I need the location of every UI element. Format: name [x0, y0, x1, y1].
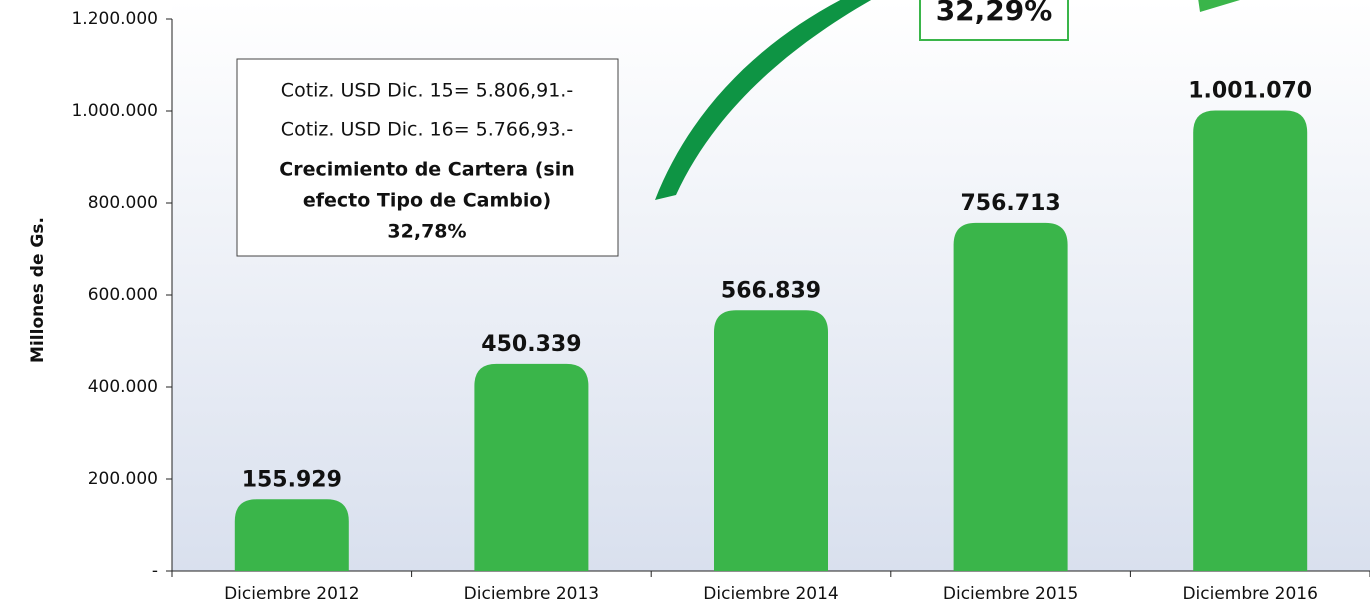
- value-label: 756.713: [960, 191, 1060, 216]
- note-line: efecto Tipo de Cambio): [303, 190, 551, 212]
- note-line: Cotiz. USD Dic. 16= 5.766,93.-: [281, 119, 573, 141]
- y-axis-label: Millones de Gs.: [28, 217, 48, 363]
- bar: [1193, 110, 1308, 571]
- y-tick-label: -: [152, 561, 158, 581]
- y-tick-label: 600.000: [88, 285, 158, 305]
- value-label: 1.001.070: [1188, 79, 1312, 104]
- value-label: 450.339: [481, 332, 581, 357]
- arrow-decoration: [655, 0, 872, 200]
- y-tick-label: 1.200.000: [71, 9, 158, 29]
- note-line: Crecimiento de Cartera (sin: [279, 159, 575, 181]
- y-tick-label: 1.000.000: [71, 101, 158, 121]
- value-label: 566.839: [721, 278, 821, 303]
- arrow-decoration: [1198, 0, 1240, 12]
- bar: [234, 499, 349, 571]
- y-tick-label: 800.000: [88, 193, 158, 213]
- bar: [714, 310, 828, 571]
- note-line: Cotiz. USD Dic. 15= 5.806,91.-: [281, 80, 573, 102]
- value-label: 155.929: [242, 467, 342, 492]
- growth-box: [919, 0, 1069, 41]
- y-tick-label: 200.000: [88, 469, 158, 489]
- bar: [953, 222, 1068, 571]
- x-tick-label: Diciembre 2013: [464, 584, 599, 604]
- growth-label: 32,29%: [936, 0, 1053, 27]
- y-tick-label: 400.000: [88, 377, 158, 397]
- bar: [474, 363, 589, 571]
- x-tick-label: Diciembre 2012: [224, 584, 359, 604]
- x-tick-label: Diciembre 2015: [943, 584, 1078, 604]
- note-box: [236, 58, 619, 257]
- x-tick-label: Diciembre 2014: [703, 584, 838, 604]
- x-tick-label: Diciembre 2016: [1182, 584, 1317, 604]
- note-line: 32,78%: [387, 221, 466, 243]
